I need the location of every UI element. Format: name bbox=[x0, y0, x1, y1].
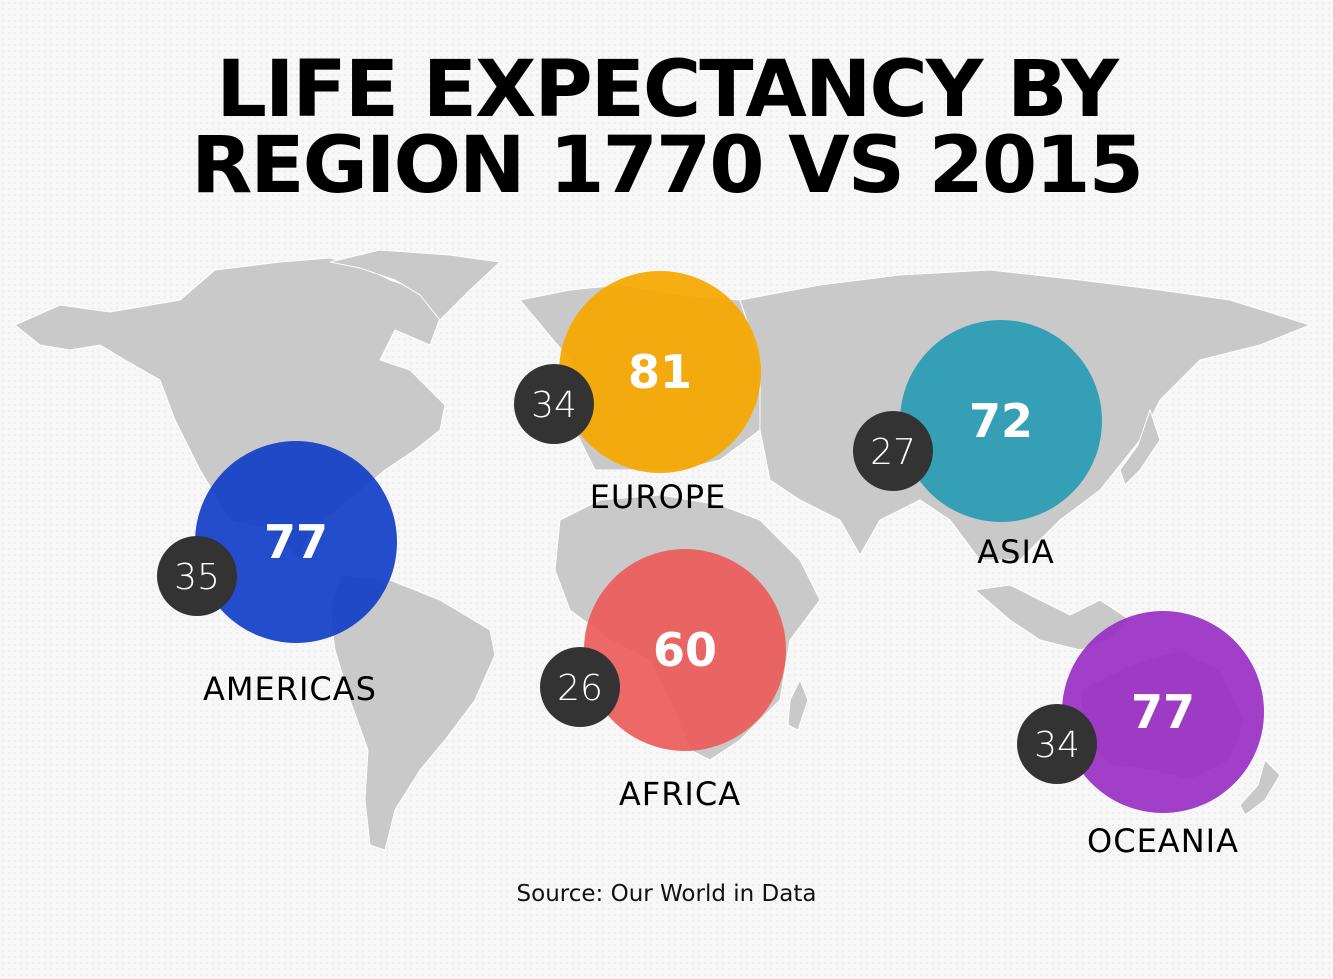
land-new-zealand bbox=[1239, 759, 1281, 816]
land-greenland bbox=[329, 249, 502, 321]
value-1770-europe: 34 bbox=[531, 385, 577, 426]
land-south-america bbox=[329, 574, 496, 851]
bubble-2015-europe bbox=[559, 271, 761, 473]
source-note: Source: Our World in Data bbox=[516, 881, 817, 907]
region-label-americas: AMERICAS bbox=[203, 670, 377, 708]
bubble-2015-africa bbox=[584, 549, 786, 751]
bubble-layer: 77 35 81 34 72 27 60 26 77 34 bbox=[157, 271, 1264, 813]
region-bubble-europe: 81 34 bbox=[514, 271, 761, 473]
title-line-2: REGION 1770 VS 2015 bbox=[191, 121, 1144, 211]
region-bubble-americas: 77 35 bbox=[157, 441, 397, 643]
land-madagascar bbox=[787, 678, 809, 731]
region-label-asia: ASIA bbox=[977, 533, 1055, 571]
bubble-1770-americas bbox=[157, 536, 237, 616]
region-bubble-africa: 60 26 bbox=[540, 549, 786, 751]
bubble-2015-asia bbox=[900, 320, 1102, 522]
bubble-2015-americas bbox=[195, 441, 397, 643]
value-1770-oceania: 34 bbox=[1034, 725, 1080, 766]
chart-title: LIFE EXPECTANCY BY REGION 1770 VS 2015 bbox=[0, 45, 1333, 211]
bubble-1770-asia bbox=[853, 411, 933, 491]
bubble-1770-africa bbox=[540, 647, 620, 727]
value-2015-asia: 72 bbox=[969, 394, 1033, 448]
value-2015-americas: 77 bbox=[264, 515, 328, 569]
value-1770-americas: 35 bbox=[174, 557, 220, 598]
value-1770-africa: 26 bbox=[557, 668, 603, 709]
value-1770-asia: 27 bbox=[870, 432, 916, 473]
value-2015-europe: 81 bbox=[628, 345, 692, 399]
region-bubble-asia: 72 27 bbox=[853, 320, 1102, 522]
region-label-europe: EUROPE bbox=[589, 478, 727, 516]
region-label-oceania: OCEANIA bbox=[1087, 822, 1239, 860]
value-2015-oceania: 77 bbox=[1131, 685, 1195, 739]
value-2015-africa: 60 bbox=[653, 623, 717, 677]
land-japan bbox=[1119, 408, 1161, 486]
bubble-2015-oceania bbox=[1062, 611, 1264, 813]
region-label-africa: AFRICA bbox=[618, 775, 742, 813]
region-bubble-oceania: 77 34 bbox=[1017, 611, 1264, 813]
title-line-1: LIFE EXPECTANCY BY bbox=[216, 45, 1119, 135]
bubble-1770-europe bbox=[514, 364, 594, 444]
bubble-1770-oceania bbox=[1017, 704, 1097, 784]
